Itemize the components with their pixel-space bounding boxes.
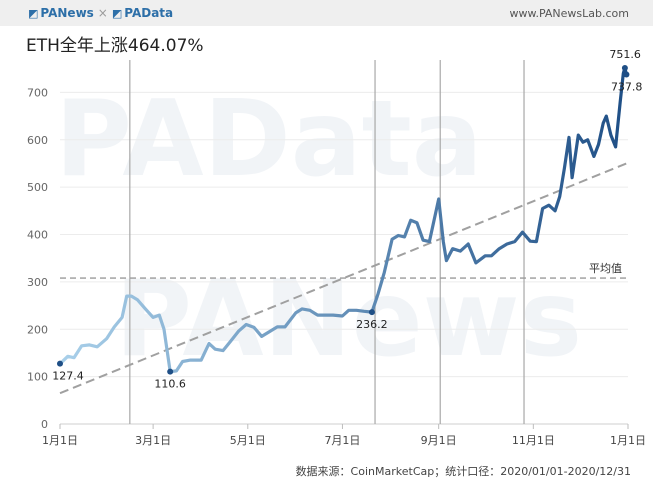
- y-tick-label: 0: [41, 418, 48, 431]
- x-tick-label: 7月1日: [324, 434, 360, 447]
- y-tick-label: 700: [27, 86, 48, 99]
- x-tick-label: 11月1日: [512, 434, 555, 447]
- average-label: 平均值: [589, 262, 622, 275]
- price-series: [58, 66, 628, 374]
- data-labels: 127.4 110.6 236.2 751.6 737.8: [52, 48, 642, 391]
- data-point: [167, 368, 174, 375]
- x-tick-label: 1月1日: [42, 434, 78, 447]
- data-point: [368, 309, 375, 316]
- chart-title: ETH全年上涨464.07%: [26, 36, 204, 56]
- header-bar: ◩ PANews × ◩ PAData www.PANewsLab.com: [0, 0, 653, 26]
- panews-logo-icon: ◩: [28, 7, 39, 20]
- brand-left-text: PANews: [40, 6, 94, 20]
- y-tick-label: 400: [27, 229, 48, 242]
- data-point: [57, 360, 63, 367]
- brand-logo: ◩ PANews × ◩ PAData: [28, 6, 173, 20]
- x-tick-label: 1月1日: [610, 434, 646, 447]
- data-label: 737.8: [611, 81, 643, 94]
- data-label: 110.6: [154, 378, 186, 391]
- data-label: 127.4: [52, 370, 84, 383]
- brand-right-text: PAData: [124, 6, 174, 20]
- gridlines: [60, 91, 628, 425]
- y-axis: 0 100 200 300 400 500 600 700: [27, 86, 48, 431]
- data-label: 236.2: [356, 318, 388, 331]
- x-tick-label: 9月1日: [421, 434, 457, 447]
- y-tick-label: 300: [27, 276, 48, 289]
- watermark: PAData PANews: [55, 78, 582, 380]
- y-tick-label: 100: [27, 371, 48, 384]
- price-line: [58, 66, 628, 374]
- trend-line: [59, 162, 627, 395]
- y-tick-label: 500: [27, 181, 48, 194]
- svg-text:PAData: PAData: [55, 78, 483, 200]
- site-url: www.PANewsLab.com: [509, 7, 630, 20]
- source-note: 数据来源：CoinMarketCap；统计口径：2020/01/01-2020/…: [295, 465, 631, 478]
- data-point: [621, 64, 628, 71]
- vertical-markers: [129, 60, 525, 424]
- data-point: [623, 71, 630, 78]
- y-tick-label: 600: [27, 134, 48, 147]
- x-tick-label: 5月1日: [230, 434, 266, 447]
- x-tick-label: 3月1日: [135, 434, 171, 447]
- x-axis: 1月1日 3月1日 5月1日 7月1日 9月1日 11月1日 1月1日: [42, 424, 646, 447]
- brand-separator: ×: [97, 6, 108, 20]
- data-label: 751.6: [609, 48, 641, 61]
- reference-lines: 平均值: [59, 162, 628, 395]
- padata-logo-icon: ◩: [111, 7, 123, 20]
- y-tick-label: 200: [27, 323, 48, 336]
